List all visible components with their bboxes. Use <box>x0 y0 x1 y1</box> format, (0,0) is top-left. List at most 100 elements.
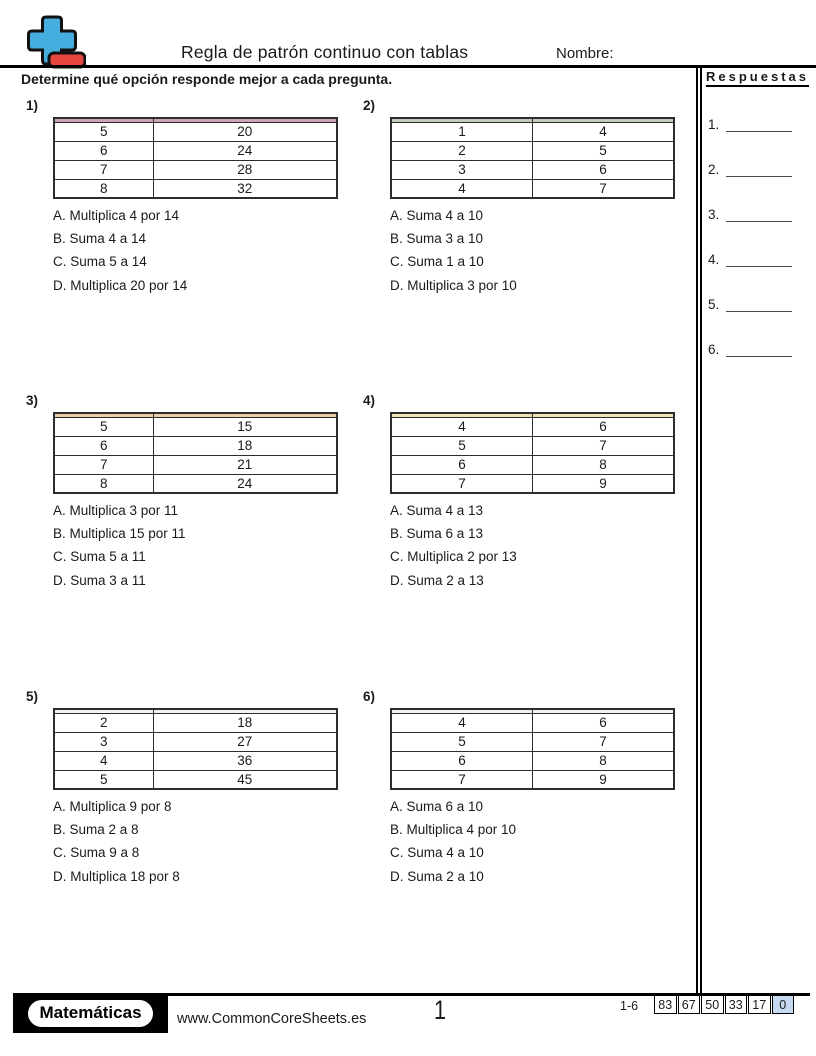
choice-d: D. Suma 2 a 10 <box>390 868 484 884</box>
table-row: 6 8 <box>390 750 675 771</box>
choice-c: C. Suma 5 a 11 <box>53 549 146 565</box>
table-cell: 6 <box>532 712 675 733</box>
pattern-table: 1 4 2 5 3 6 4 7 <box>390 117 675 199</box>
score-box: 17 <box>748 995 771 1014</box>
table-row: 2 18 <box>53 712 338 733</box>
table-cell: 8 <box>532 750 675 771</box>
table-cell: 32 <box>152 178 338 199</box>
table-cell: 6 <box>390 750 533 771</box>
choice-a: A. Multiplica 9 por 8 <box>53 799 172 814</box>
answer-blank-1[interactable] <box>726 117 792 132</box>
table-row: 5 15 <box>53 416 338 437</box>
score-box: 83 <box>654 995 677 1014</box>
problem-6: 6) 4 6 5 7 6 8 7 9 A. Suma <box>363 689 685 892</box>
answer-item-3: 3. <box>708 207 792 222</box>
page-title: Regla de patrón continuo con tablas <box>181 42 469 62</box>
table-cell: 45 <box>152 769 338 790</box>
table-cell: 8 <box>532 454 675 475</box>
problem-number: 6) <box>363 689 376 704</box>
table-cell: 5 <box>53 769 154 790</box>
table-row: 8 32 <box>53 178 338 199</box>
choice-a: A. Suma 6 a 10 <box>390 799 484 814</box>
score-range-label: 1-6 <box>620 999 639 1013</box>
answer-number: 3. <box>708 207 720 222</box>
choice-a: A. Suma 4 a 13 <box>390 503 484 518</box>
pattern-table: 5 20 6 24 7 28 8 32 <box>53 117 338 199</box>
problem-3: 3) 5 15 6 18 7 21 8 24 A. M <box>26 393 348 596</box>
choices-list: A. Suma 6 a 10 B. Multiplica 4 por 10 C.… <box>390 799 685 892</box>
answers-title: Respuestas <box>706 69 809 87</box>
table-cell: 5 <box>390 435 533 456</box>
pattern-table: 4 6 5 7 6 8 7 9 <box>390 708 675 790</box>
table-row: 4 6 <box>390 416 675 437</box>
answer-item-6: 6. <box>708 342 792 357</box>
choice-a: A. Multiplica 3 por 11 <box>53 503 179 518</box>
table-cell: 27 <box>152 731 338 752</box>
choice-c: C. Suma 4 a 10 <box>390 845 484 861</box>
choice-d: D. Multiplica 3 por 10 <box>390 277 517 293</box>
answer-blank-2[interactable] <box>726 162 792 177</box>
table-row: 5 7 <box>390 731 675 752</box>
answer-number: 2. <box>708 162 720 177</box>
choices-list: A. Suma 4 a 10 B. Suma 3 a 10 C. Suma 1 … <box>390 208 685 301</box>
answer-item-1: 1. <box>708 117 792 132</box>
answer-number: 5. <box>708 297 720 312</box>
page-number: 1 <box>433 995 447 1025</box>
answer-blank-6[interactable] <box>726 342 792 357</box>
table-cell: 1 <box>390 121 533 142</box>
choice-b: B. Suma 3 a 10 <box>390 231 484 247</box>
table-cell: 6 <box>53 435 154 456</box>
table-cell: 3 <box>53 731 154 752</box>
table-cell: 20 <box>152 121 338 142</box>
table-row: 6 24 <box>53 140 338 161</box>
name-label: Nombre: <box>556 45 614 62</box>
table-cell: 2 <box>53 712 154 733</box>
table-cell: 5 <box>532 140 675 161</box>
table-row: 6 8 <box>390 454 675 475</box>
problem-5: 5) 2 18 3 27 4 36 5 45 A. M <box>26 689 348 892</box>
table-cell: 7 <box>532 178 675 199</box>
footer-divider <box>13 993 810 996</box>
table-row: 5 45 <box>53 769 338 790</box>
choice-c: C. Multiplica 2 por 13 <box>390 549 517 565</box>
table-cell: 4 <box>390 712 533 733</box>
answer-blank-4[interactable] <box>726 252 792 267</box>
table-cell: 8 <box>53 178 154 199</box>
answer-blank-3[interactable] <box>726 207 792 222</box>
table-row: 5 20 <box>53 121 338 142</box>
table-cell: 4 <box>390 416 533 437</box>
problem-number: 3) <box>26 393 39 408</box>
table-cell: 6 <box>532 159 675 180</box>
choice-d: D. Multiplica 18 por 8 <box>53 868 180 884</box>
choices-list: A. Multiplica 4 por 14 B. Suma 4 a 14 C.… <box>53 208 348 301</box>
choices-list: A. Multiplica 3 por 11 B. Multiplica 15 … <box>53 503 348 596</box>
table-cell: 36 <box>152 750 338 771</box>
score-box-highlighted: 0 <box>771 995 794 1014</box>
table-cell: 7 <box>390 473 533 494</box>
problem-number: 2) <box>363 98 376 113</box>
table-cell: 4 <box>390 178 533 199</box>
table-cell: 6 <box>53 140 154 161</box>
choice-b: B. Suma 2 a 8 <box>53 822 139 838</box>
problem-number: 5) <box>26 689 39 704</box>
answer-blank-5[interactable] <box>726 297 792 312</box>
header-divider <box>0 65 816 68</box>
choice-c: C. Suma 1 a 10 <box>390 254 484 270</box>
table-row: 4 36 <box>53 750 338 771</box>
table-cell: 7 <box>390 769 533 790</box>
choice-c: C. Suma 5 a 14 <box>53 254 147 270</box>
table-row: 4 7 <box>390 178 675 199</box>
table-cell: 7 <box>53 159 154 180</box>
choice-d: D. Suma 2 a 13 <box>390 572 484 588</box>
table-cell: 5 <box>390 731 533 752</box>
table-cell: 2 <box>390 140 533 161</box>
brand-label: Matemáticas <box>28 1000 153 1027</box>
instructions-text: Determine qué opción responde mejor a ca… <box>21 71 393 87</box>
answers-divider <box>696 68 702 995</box>
answer-number: 6. <box>708 342 720 357</box>
choice-a: A. Multiplica 4 por 14 <box>53 208 180 223</box>
table-cell: 21 <box>152 454 338 475</box>
table-row: 7 21 <box>53 454 338 475</box>
table-cell: 7 <box>53 454 154 475</box>
